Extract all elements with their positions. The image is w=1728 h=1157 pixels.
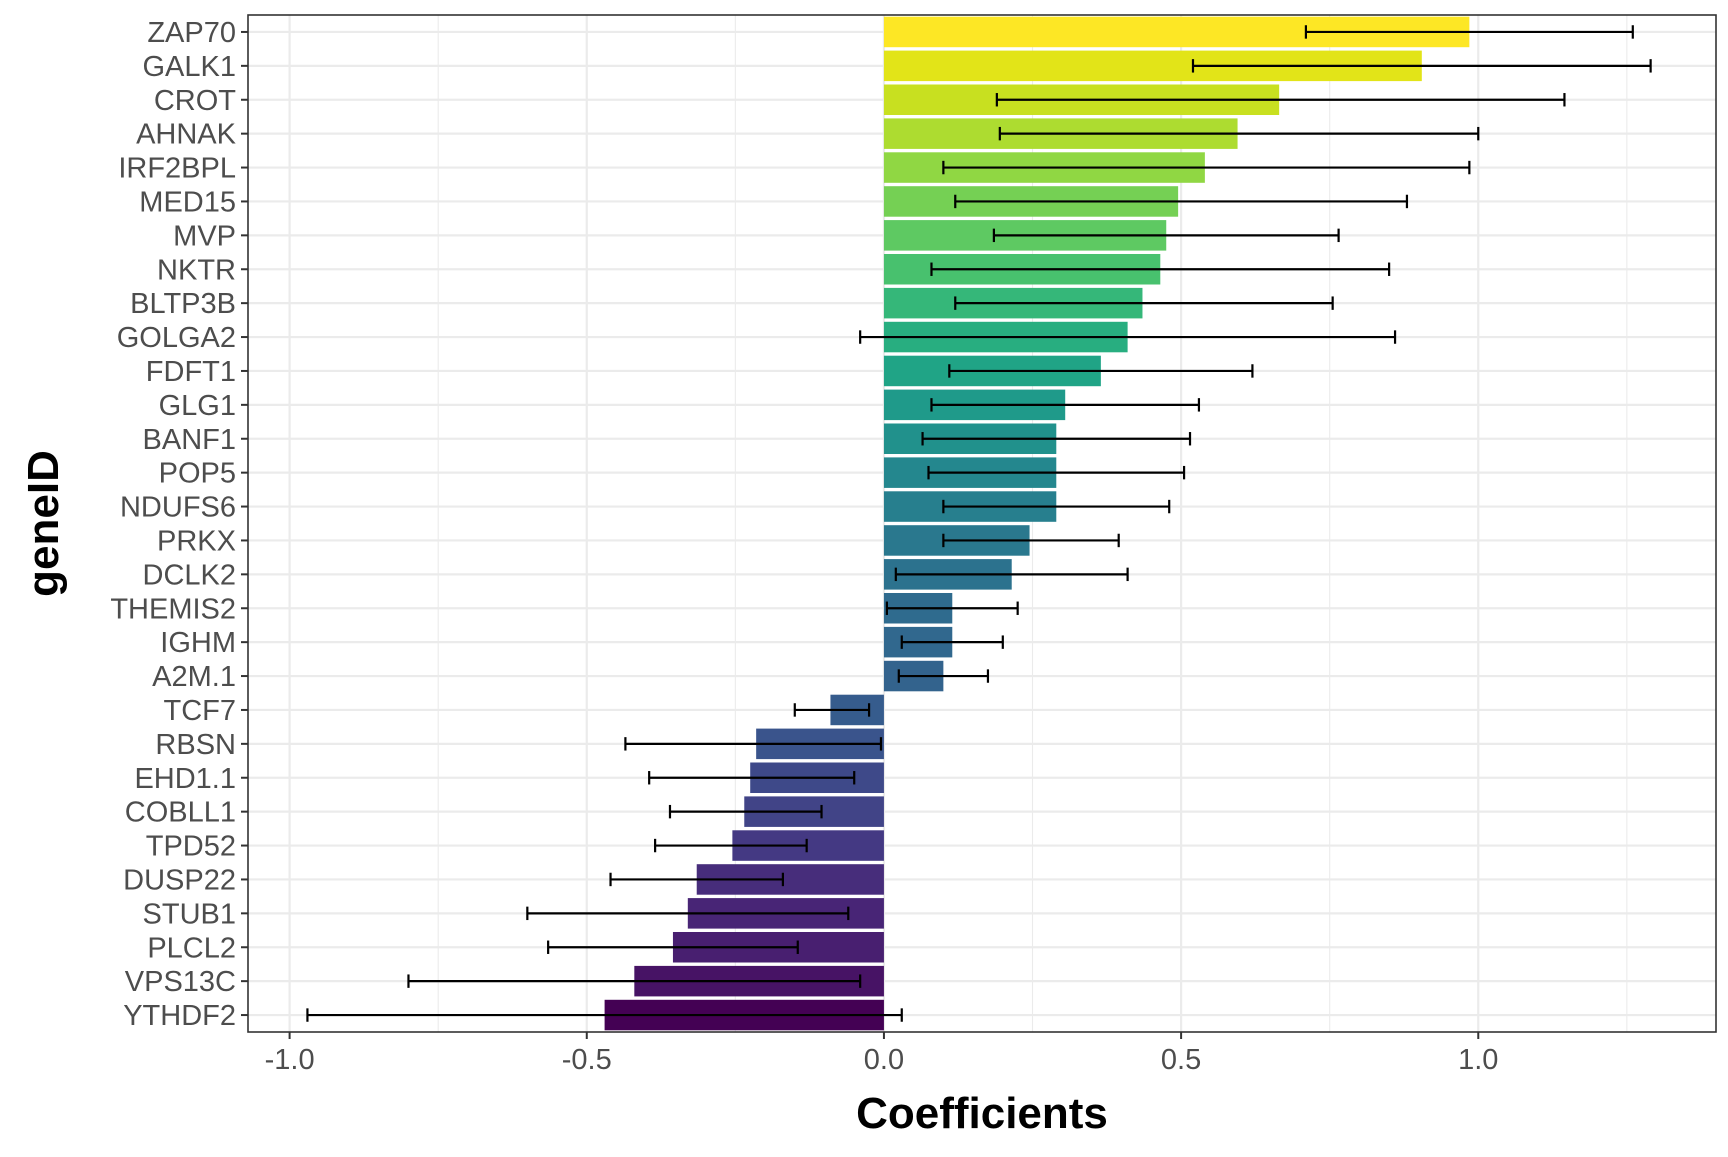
error-bar <box>942 160 1471 175</box>
error-bar-layer <box>306 25 1652 1022</box>
y-tick-label: PLCL2 <box>147 932 236 964</box>
error-bar <box>942 533 1120 548</box>
error-bar <box>793 703 871 717</box>
y-tick-label: POP5 <box>159 458 236 490</box>
y-tick-label: EHD1.1 <box>134 763 236 795</box>
y-tick-label: AHNAK <box>136 119 237 151</box>
error-bar <box>897 669 990 683</box>
error-bar <box>930 398 1201 412</box>
error-bar <box>930 262 1391 276</box>
error-bar <box>921 432 1192 446</box>
y-tick-label: DCLK2 <box>143 559 237 591</box>
error-bar <box>992 228 1340 243</box>
x-tick-label: 0.0 <box>864 1044 904 1076</box>
error-bar <box>1191 59 1652 73</box>
y-tick-label: BANF1 <box>143 424 236 456</box>
x-tick-label: 0.5 <box>1161 1044 1201 1076</box>
error-bar <box>995 93 1566 107</box>
error-bar <box>648 771 856 785</box>
y-tick-label: A2M.1 <box>152 661 236 693</box>
error-bar <box>624 737 883 751</box>
y-tick-label: IGHM <box>160 627 236 659</box>
y-tick-label: YTHDF2 <box>123 1000 236 1032</box>
x-tick-label: -0.5 <box>562 1044 612 1076</box>
error-bar <box>948 364 1254 378</box>
error-bar <box>954 296 1334 310</box>
y-tick-label: PRKX <box>157 525 236 557</box>
y-tick-label: GOLGA2 <box>117 322 236 354</box>
y-tick-label: FDFT1 <box>146 356 236 388</box>
y-tick-label: DUSP22 <box>123 864 236 896</box>
y-tick-label: MED15 <box>139 186 236 218</box>
error-bar <box>927 465 1186 480</box>
error-bar <box>885 601 1019 615</box>
y-tick-label: THEMIS2 <box>110 593 236 625</box>
error-bar <box>942 499 1171 514</box>
error-bar <box>547 940 799 954</box>
y-tick-label: COBLL1 <box>125 797 236 829</box>
y-tick-label: ZAP70 <box>147 17 236 49</box>
y-tick-label: STUB1 <box>143 898 236 930</box>
x-axis-title: Coefficients <box>856 1089 1108 1138</box>
panel-border <box>247 14 1717 1033</box>
y-tick-label: RBSN <box>155 729 236 761</box>
y-tick-label: BLTP3B <box>130 288 236 320</box>
error-bar <box>859 330 1397 344</box>
error-bar <box>526 906 850 921</box>
y-tick-label: NDUFS6 <box>120 492 236 524</box>
y-axis: ZAP70GALK1CROTAHNAKIRF2BPLMED15MVPNKTRBL… <box>110 17 248 1032</box>
y-tick-label: CROT <box>154 85 236 117</box>
error-bar <box>954 194 1409 209</box>
y-tick-label: VPS13C <box>125 966 236 998</box>
y-tick-label: TCF7 <box>164 695 237 727</box>
x-tick-label: 1.0 <box>1458 1044 1498 1076</box>
y-axis-title: geneID <box>19 450 68 597</box>
y-tick-label: GALK1 <box>143 51 237 83</box>
y-tick-label: TPD52 <box>146 831 236 863</box>
error-bar <box>998 126 1480 141</box>
error-bar <box>894 567 1129 582</box>
error-bar <box>306 1008 903 1022</box>
y-tick-label: NKTR <box>157 254 236 286</box>
y-tick-label: MVP <box>173 220 236 252</box>
y-tick-label: GLG1 <box>159 390 236 422</box>
x-tick-label: -1.0 <box>265 1044 315 1076</box>
error-bar <box>1304 25 1634 39</box>
x-axis: -1.0 -0.5 0.0 0.5 1.0 <box>265 1032 1498 1076</box>
error-bar <box>668 804 823 819</box>
error-bar <box>900 635 1004 649</box>
error-bar <box>407 974 862 988</box>
error-bar <box>609 872 784 887</box>
y-tick-label: IRF2BPL <box>118 153 236 185</box>
error-bar <box>654 838 808 853</box>
